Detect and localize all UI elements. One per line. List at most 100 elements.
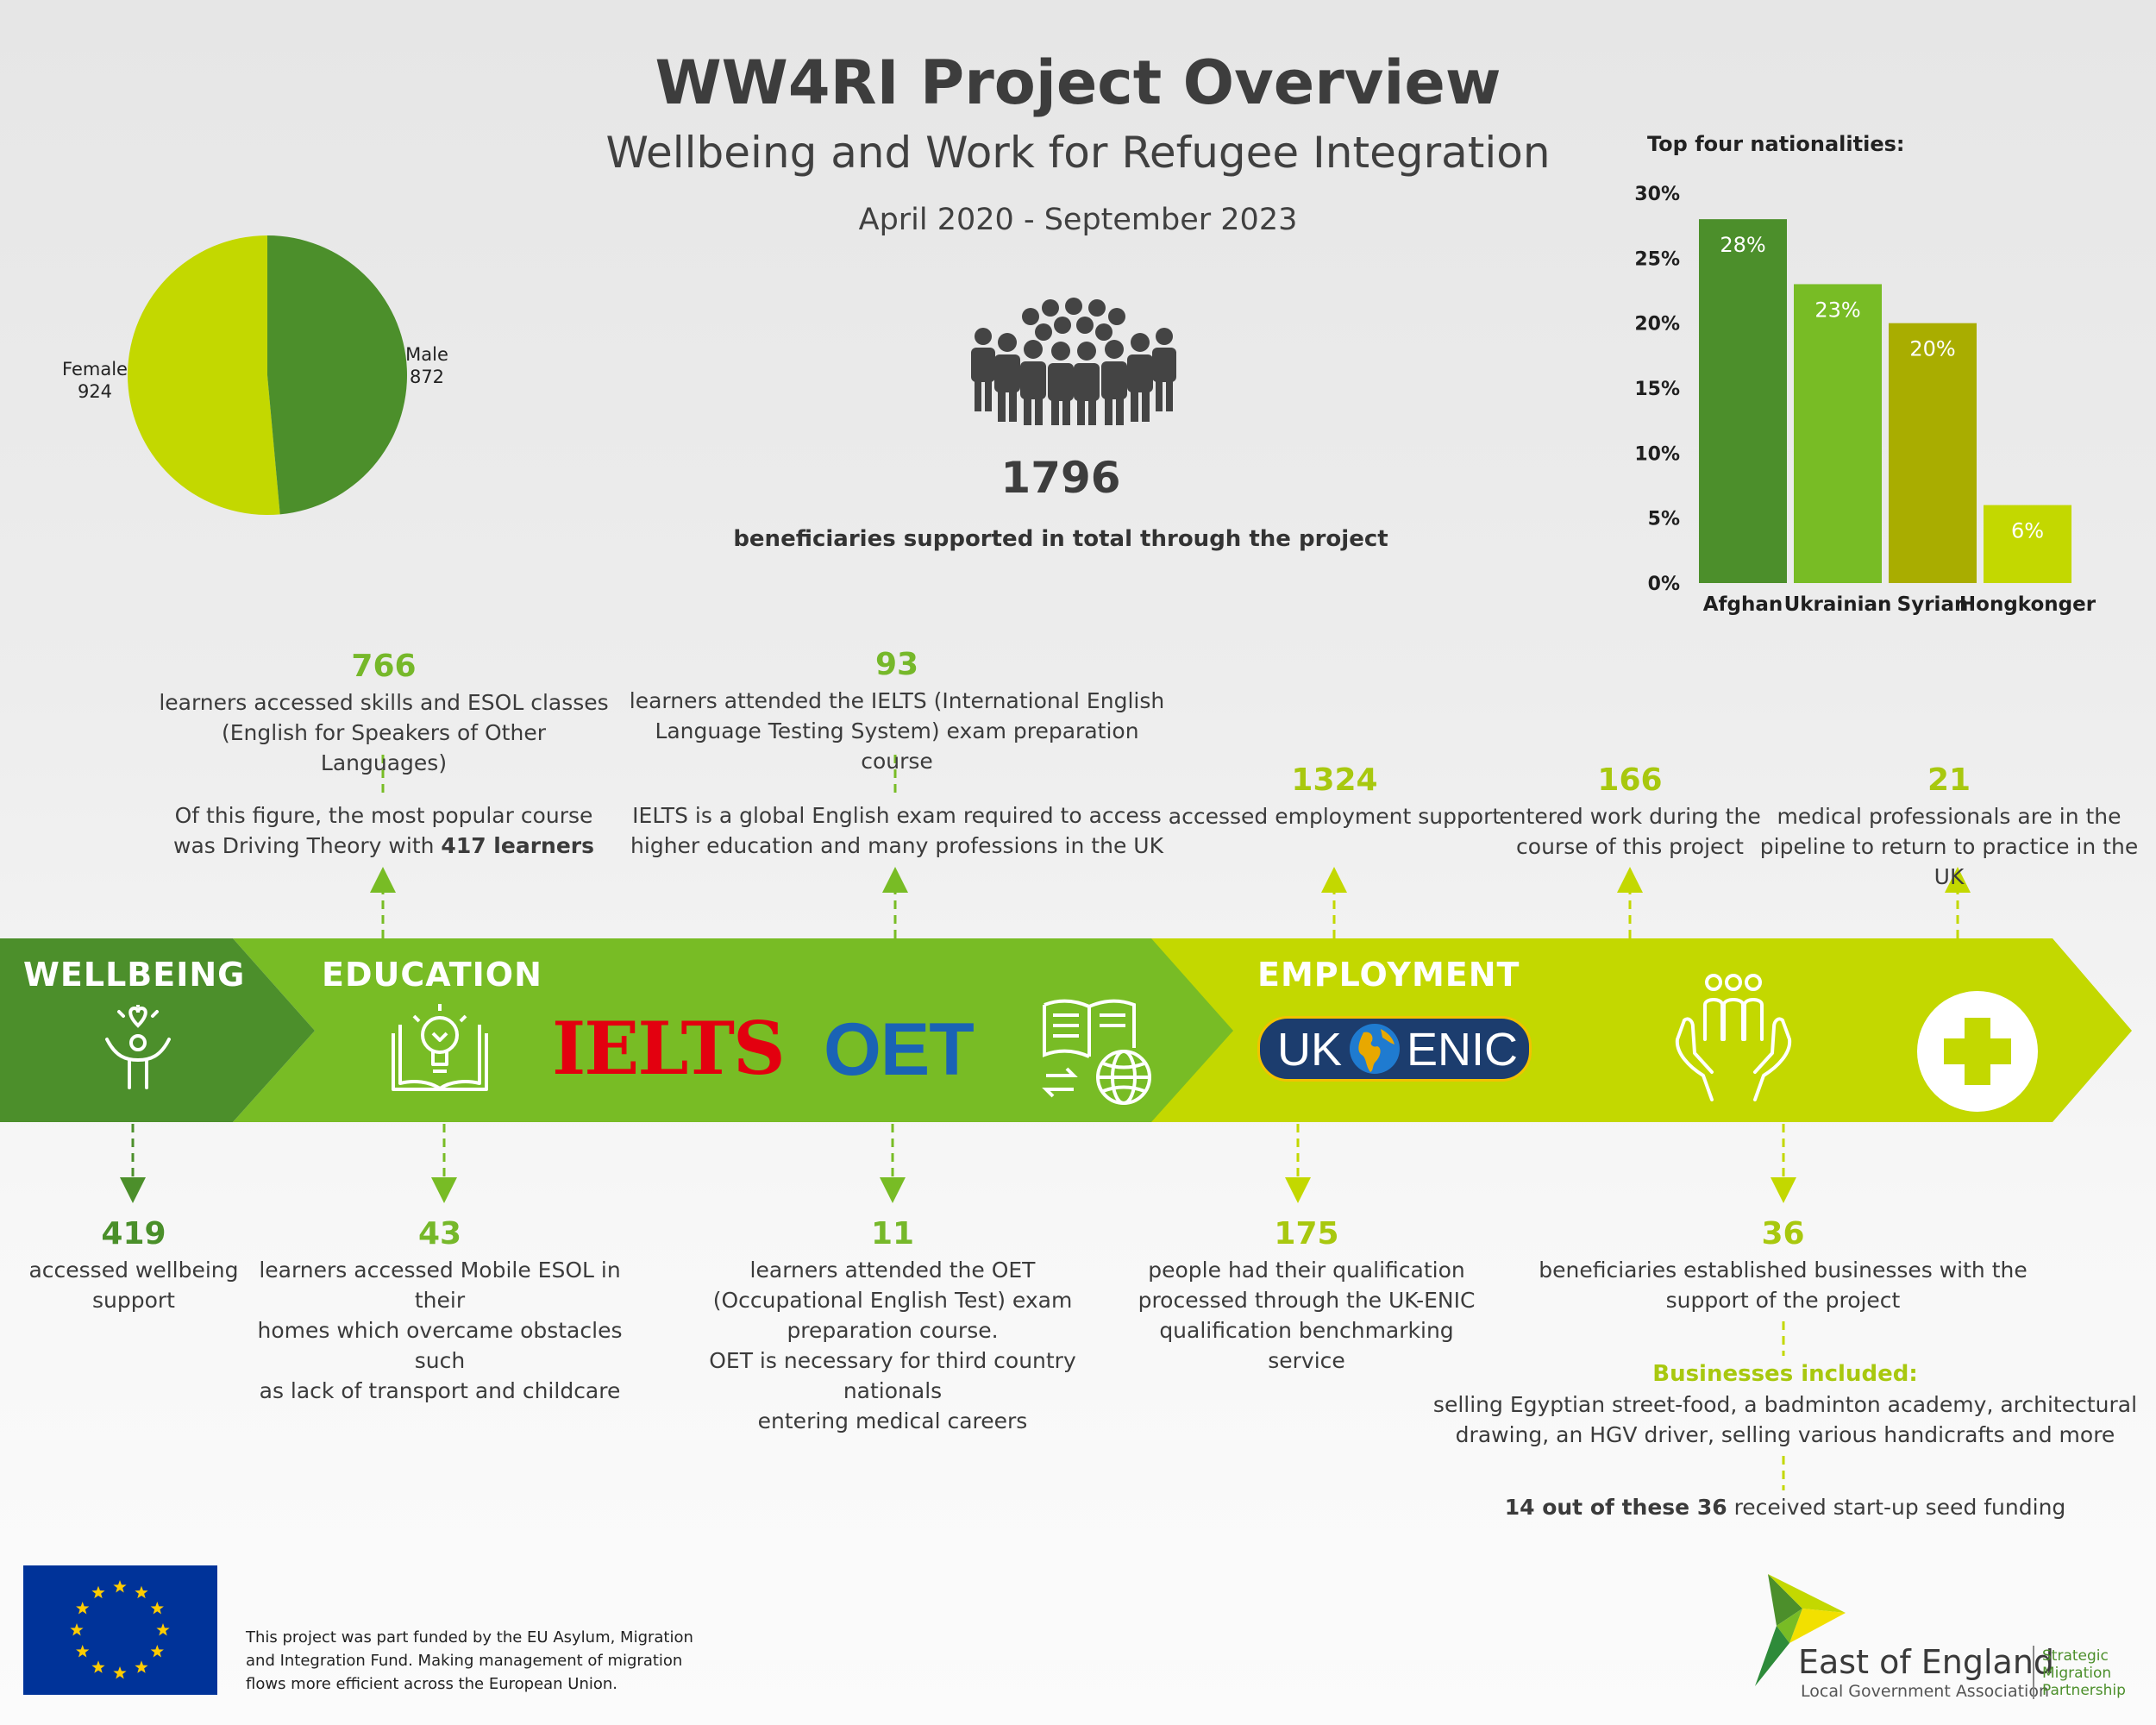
stat-oet: 11 learners attended the OET (Occupation… [664,1216,1121,1436]
stat-wellbeing-number: 419 [101,1216,166,1251]
stat-oet-line5: entering medical careers [757,1408,1028,1433]
y-tick-label: 15% [1634,379,1680,400]
eu-funding-text: This project was part funded by the EU A… [246,1626,693,1696]
wellbeing-segment [0,938,315,1122]
smp-line2: Migration [2042,1665,2112,1682]
eu-star-icon [70,1623,84,1636]
stat-esol: 766 learners accessed skills and ESOL cl… [155,649,612,778]
stat-esol-sub-line1: Of this figure, the most popular course [174,803,593,828]
family-hands-icon [1675,974,1792,1101]
bar-syrian [1889,323,1977,583]
eu-star-icon [113,1666,127,1679]
female-label-group: Female 924 [47,358,142,403]
stat-employment-number: 1324 [1291,762,1378,798]
stat-employment-line1: accessed employment support [1168,804,1501,829]
employment-label: EMPLOYMENT [1257,956,1520,994]
pie-slice-male [267,235,407,515]
uk-enic-right-text: ENIC [1407,1024,1519,1076]
stat-ielts-sub: IELTS is a global English exam required … [621,800,1173,861]
wellbeing-label: WELLBEING [23,956,246,994]
ielts-logo: IELTS [552,1006,786,1091]
stat-ielts: 93 learners attended the IELTS (Internat… [621,647,1173,776]
bar-value-label: 6% [2011,519,2044,543]
business-list: Businesses included: selling Egyptian st… [1423,1358,2147,1450]
stat-business-number: 36 [1761,1216,1805,1251]
eu-star-icon [91,1585,105,1599]
wellbeing-person-icon [105,1005,171,1089]
x-category-label: Hongkonger [1959,593,2096,616]
bar-value-label: 20% [1909,337,1955,361]
stat-esol-sub-line2a: was Driving Theory with [173,833,442,858]
footer-divider [2033,1646,2034,1699]
uk-enic-left-text: UK [1277,1024,1343,1076]
eu-star-icon [150,1602,164,1615]
eu-funding-line1: This project was part funded by the EU A… [246,1628,693,1647]
female-label: Female [62,359,128,380]
uk-enic-logo: UK ENIC [1257,1016,1532,1082]
nationalities-chart-title: Top four nationalities: [1647,132,1905,156]
stat-mobile-esol: 43 learners accessed Mobile ESOL in thei… [233,1216,647,1406]
stat-work-number: 166 [1597,762,1663,798]
stat-business-line2: support of the project [1665,1288,1901,1313]
stat-oet-number: 11 [870,1216,915,1251]
stat-oet-line3: preparation course. [787,1318,999,1343]
smp-line3: Partnership [2042,1682,2126,1699]
x-category-label: Ukrainian [1784,593,1892,616]
stat-qualification-line3: qualification benchmarking service [1159,1318,1454,1373]
bar-value-label: 28% [1720,233,1765,257]
east-of-england-logo-mark [1755,1574,1846,1686]
male-label-group: Male 872 [392,343,461,388]
stat-qualification-number: 175 [1274,1216,1339,1251]
seed-funding-text: 14 out of these 36 received start-up see… [1423,1492,2147,1522]
org-subtitle: Local Government Association [1801,1682,2049,1701]
y-tick-label: 25% [1634,248,1680,270]
x-category-label: Afghan [1703,593,1783,616]
stat-medical-number: 21 [1927,762,1971,798]
globe-icon [1350,1024,1400,1074]
stat-business-line1: beneficiaries established businesses wit… [1539,1258,2028,1283]
eu-funding-line3: flows more efficient across the European… [246,1675,618,1693]
y-tick-label: 30% [1634,184,1680,205]
stat-qualification-line2: processed through the UK-ENIC [1138,1288,1476,1313]
eu-star-icon [76,1645,90,1658]
stat-work: 166 entered work during the course of th… [1483,762,1777,862]
stat-oet-line1: learners attended the OET [749,1258,1036,1283]
smp-line1: Strategic [2042,1647,2109,1665]
stat-medical-line1: medical professionals are in the [1777,804,2122,829]
x-category-label: Syrian [1897,593,1969,616]
stat-ielts-number: 93 [874,647,919,682]
eu-star-icon [150,1645,164,1658]
stat-esol-line2: (English for Speakers of Other Languages… [222,720,546,775]
nationalities-bar-chart: 0% 5% 10% 15% 20% 25% 30% 28% Afghan 23% Ukrainian… [1634,184,2096,616]
male-label: Male [405,344,448,365]
business-list-line1: selling Egyptian street-food, a badminto… [1432,1392,2138,1417]
total-beneficiaries-caption: beneficiaries supported in total through… [733,526,1388,552]
book-globe-icon [1042,999,1151,1105]
stat-qualification: 175 people had their qualification proce… [1121,1216,1492,1376]
stat-oet-line4: OET is necessary for third country natio… [709,1348,1076,1403]
total-beneficiaries-number: 1796 [1000,453,1121,503]
stat-qualification-line1: people had their qualification [1148,1258,1465,1283]
seed-funding-count: 14 out of these 36 [1504,1495,1727,1520]
eu-funding-line2: and Integration Fund. Making management … [246,1652,683,1670]
stat-work-line2: course of this project [1516,834,1744,859]
stat-medical: 21 medical professionals are in the pipe… [1755,762,2143,892]
smp-label: Strategic Migration Partnership [2042,1647,2126,1699]
crowd-icon [971,298,1176,425]
seed-funding-rest: received start-up seed funding [1727,1495,2066,1520]
y-tick-label: 0% [1648,574,1680,595]
eu-flag [23,1565,217,1695]
org-name: East of England [1798,1643,2055,1681]
stat-esol-sub: Of this figure, the most popular course … [155,800,612,861]
y-tick-label: 20% [1634,314,1680,336]
page-subtitle: Wellbeing and Work for Refugee Integrati… [605,128,1551,178]
eu-star-icon [113,1580,127,1593]
stat-mobile-esol-number: 43 [417,1216,462,1251]
stat-business: 36 beneficiaries established businesses … [1492,1216,2074,1315]
eu-star-icon [135,1585,148,1599]
stat-mobile-esol-line2: homes which overcame obstacles such [257,1318,623,1373]
bar-hongkonger [1984,505,2071,583]
eu-star-icon [76,1602,90,1615]
y-tick-label: 10% [1634,443,1680,465]
